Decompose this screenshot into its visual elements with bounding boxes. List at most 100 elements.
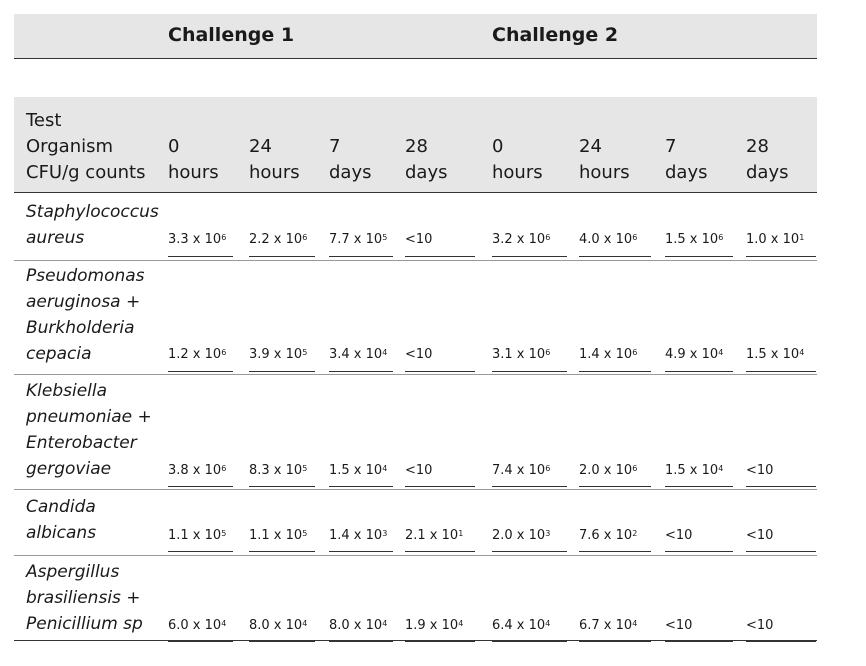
table-bottom-rule — [14, 640, 817, 641]
cell-underline — [249, 486, 315, 487]
organism-name: Candida albicans — [26, 497, 97, 543]
cell-underline — [492, 551, 567, 552]
cell-underline — [405, 551, 475, 552]
table-cell: 3.8 x 106 — [168, 463, 227, 478]
cell-underline — [665, 641, 733, 642]
cell-underline — [746, 256, 816, 257]
table-cell: 3.4 x 104 — [329, 347, 388, 362]
cell-underline — [249, 256, 315, 257]
cell-underline — [249, 641, 315, 642]
column-header-c1-3: 28 days — [405, 136, 448, 183]
table-cell: 1.4 x 103 — [329, 528, 388, 543]
cell-underline — [405, 256, 475, 257]
table-cell: 1.0 x 101 — [746, 232, 805, 247]
cell-underline — [168, 371, 233, 372]
cell-underline — [579, 256, 651, 257]
cell-underline — [665, 551, 733, 552]
cell-underline — [329, 551, 393, 552]
organism-name: Aspergillus brasiliensis + Penicillium sp — [26, 562, 143, 634]
row-separator — [14, 374, 817, 375]
table-cell: 8.0 x 104 — [329, 618, 388, 633]
cell-underline — [579, 371, 651, 372]
organism-name: Staphylococcus aureus — [26, 202, 159, 248]
table-cell: <10 — [746, 618, 774, 633]
cell-underline — [746, 641, 816, 642]
column-header-c2-1: 24 hours — [579, 136, 630, 183]
table-cell: 4.9 x 104 — [665, 347, 724, 362]
cell-underline — [492, 641, 567, 642]
cell-underline — [405, 486, 475, 487]
cell-underline — [579, 551, 651, 552]
cell-underline — [329, 371, 393, 372]
row-separator — [14, 489, 817, 490]
table-cell: <10 — [405, 463, 433, 478]
column-header-c1-2: 7 days — [329, 136, 372, 183]
table-cell: <10 — [746, 528, 774, 543]
row-separator — [14, 260, 817, 261]
organism-name: Pseudomonas aeruginosa + Burkholderia cepac… — [26, 266, 145, 364]
cell-underline — [579, 641, 651, 642]
organism-name: Klebsiella pneumoniae + Enterobacter gergov… — [26, 381, 152, 479]
table-cell: 1.9 x 104 — [405, 618, 464, 633]
table-cell: 7.4 x 106 — [492, 463, 551, 478]
column-header-c2-0: 0 hours — [492, 136, 543, 183]
table-cell: 2.2 x 106 — [249, 232, 308, 247]
table-cell: 1.1 x 105 — [249, 528, 308, 543]
table-cell: 1.4 x 106 — [579, 347, 638, 362]
table-cell: 2.0 x 103 — [492, 528, 551, 543]
cell-underline — [168, 256, 233, 257]
column-header-c1-1: 24 hours — [249, 136, 300, 183]
column-header-c2-2: 7 days — [665, 136, 708, 183]
table-cell: 1.5 x 104 — [329, 463, 388, 478]
cell-underline — [405, 371, 475, 372]
column-header-c2-3: 28 days — [746, 136, 789, 183]
table-cell: <10 — [405, 347, 433, 362]
cell-underline — [492, 486, 567, 487]
table-cell: 6.0 x 104 — [168, 618, 227, 633]
cell-underline — [665, 371, 733, 372]
cell-underline — [492, 371, 567, 372]
table-cell: 6.7 x 104 — [579, 618, 638, 633]
table-cell: <10 — [405, 232, 433, 247]
cell-underline — [249, 371, 315, 372]
table-cell: <10 — [746, 463, 774, 478]
table-cell: 4.0 x 106 — [579, 232, 638, 247]
table-cell: 7.7 x 105 — [329, 232, 388, 247]
cell-underline — [168, 486, 233, 487]
table-cell: 1.5 x 104 — [746, 347, 805, 362]
row-separator — [14, 555, 817, 556]
table-cell: <10 — [665, 528, 693, 543]
cell-underline — [746, 371, 816, 372]
table-cell: 3.1 x 106 — [492, 347, 551, 362]
table-cell: 1.1 x 105 — [168, 528, 227, 543]
organism-column-header: Test Organism CFU/g counts — [26, 110, 146, 183]
table-cell: 1.5 x 104 — [665, 463, 724, 478]
table-cell: 7.6 x 102 — [579, 528, 638, 543]
cell-underline — [405, 641, 475, 642]
challenge-1-title: Challenge 1 — [168, 24, 295, 46]
cell-underline — [249, 551, 315, 552]
challenge-header-band — [14, 14, 817, 59]
table-cell: <10 — [665, 618, 693, 633]
table-cell: 3.3 x 106 — [168, 232, 227, 247]
table-cell: 3.2 x 106 — [492, 232, 551, 247]
table-cell: 2.0 x 106 — [579, 463, 638, 478]
cell-underline — [329, 486, 393, 487]
challenge-2-title: Challenge 2 — [492, 24, 619, 46]
cell-underline — [329, 641, 393, 642]
cell-underline — [329, 256, 393, 257]
table-cell: 8.0 x 104 — [249, 618, 308, 633]
cell-underline — [168, 551, 233, 552]
cell-underline — [168, 641, 233, 642]
table-cell: 1.5 x 106 — [665, 232, 724, 247]
table-cell: 2.1 x 101 — [405, 528, 464, 543]
cell-underline — [579, 486, 651, 487]
table-cell: 3.9 x 105 — [249, 347, 308, 362]
table-cell: 1.2 x 106 — [168, 347, 227, 362]
column-header-band — [14, 97, 817, 193]
table-cell: 8.3 x 105 — [249, 463, 308, 478]
table-cell: 6.4 x 104 — [492, 618, 551, 633]
cell-underline — [665, 256, 733, 257]
column-header-c1-0: 0 hours — [168, 136, 219, 183]
cell-underline — [746, 486, 816, 487]
